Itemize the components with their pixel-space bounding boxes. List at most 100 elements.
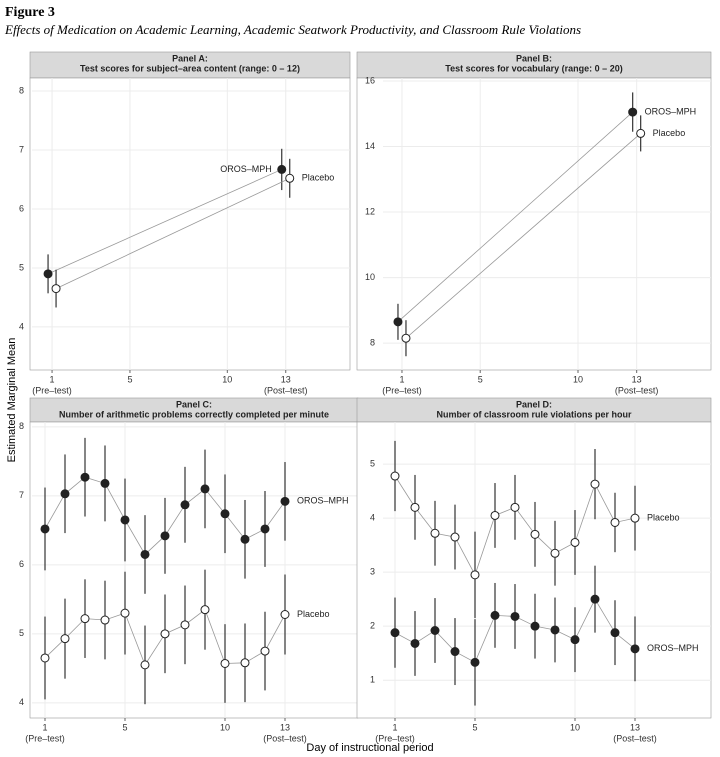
- point: [510, 611, 520, 621]
- point: [43, 269, 53, 279]
- figure-label: Figure 3: [5, 5, 55, 20]
- point: [240, 658, 250, 668]
- x-tick-label: 5: [127, 374, 132, 384]
- panel-label: Panel B:: [516, 53, 552, 63]
- point: [450, 532, 460, 542]
- point: [200, 484, 210, 494]
- y-tick-label: 4: [370, 513, 375, 523]
- x-tick-label: 1: [399, 374, 404, 384]
- point: [180, 500, 190, 510]
- series-label: Placebo: [297, 609, 330, 619]
- y-tick-label: 7: [19, 144, 24, 154]
- y-tick-label: 7: [19, 490, 24, 500]
- x-axis-label: Day of instructional period: [306, 742, 433, 754]
- point: [550, 625, 560, 635]
- point: [100, 478, 110, 488]
- y-tick-label: 6: [19, 203, 24, 213]
- point: [277, 164, 287, 174]
- series-label: OROS–MPH: [647, 643, 699, 653]
- y-tick-label: 8: [19, 421, 24, 431]
- y-tick-label: 5: [19, 262, 24, 272]
- point: [280, 610, 290, 620]
- point: [610, 628, 620, 638]
- x-tick-note: (Post–test): [263, 733, 307, 743]
- y-tick-label: 3: [370, 567, 375, 577]
- point: [60, 634, 70, 644]
- y-tick-label: 16: [365, 75, 375, 85]
- point: [590, 479, 600, 489]
- x-tick-note: (Post–test): [613, 733, 657, 743]
- panel-label: Panel A:: [172, 53, 208, 63]
- y-tick-label: 5: [19, 628, 24, 638]
- point: [393, 317, 403, 327]
- plot-frame: [29, 421, 359, 719]
- x-tick-label: 10: [573, 374, 583, 384]
- point: [630, 644, 640, 654]
- panel-label: Panel D:: [516, 399, 552, 409]
- point: [510, 502, 520, 512]
- y-tick-label: 14: [365, 141, 375, 151]
- panel-strip: [356, 51, 712, 79]
- point: [470, 570, 480, 580]
- x-tick-label: 5: [478, 374, 483, 384]
- point: [390, 471, 400, 481]
- x-tick-label: 10: [220, 722, 230, 732]
- x-tick-note: (Post–test): [264, 385, 308, 395]
- panel-strip: [356, 397, 712, 423]
- series-label: OROS–MPH: [220, 164, 272, 174]
- series-line: [397, 111, 633, 323]
- y-tick-label: 12: [365, 206, 375, 216]
- y-tick-label: 8: [370, 338, 375, 348]
- point: [140, 660, 150, 670]
- point: [160, 629, 170, 639]
- point: [260, 524, 270, 534]
- point: [530, 529, 540, 539]
- point: [450, 647, 460, 657]
- panel-strip: [29, 397, 359, 423]
- point: [630, 513, 640, 523]
- x-tick-note: (Pre–test): [382, 385, 422, 395]
- point: [40, 653, 50, 663]
- point: [636, 128, 646, 138]
- point: [430, 625, 440, 635]
- panel-title: Test scores for subject–area content (ra…: [80, 63, 300, 73]
- y-tick-label: 5: [370, 459, 375, 469]
- panel-title: Test scores for vocabulary (range: 0 – 2…: [445, 63, 622, 73]
- point: [180, 620, 190, 630]
- point: [490, 510, 500, 520]
- series-label: Placebo: [653, 128, 686, 138]
- y-tick-label: 1: [370, 675, 375, 685]
- x-tick-note: (Pre–test): [25, 733, 65, 743]
- x-tick-label: 13: [281, 374, 291, 384]
- point: [220, 509, 230, 519]
- point: [430, 528, 440, 538]
- series-label: OROS–MPH: [645, 106, 697, 116]
- point: [628, 107, 638, 117]
- point: [240, 534, 250, 544]
- plot-frame: [356, 421, 712, 719]
- point: [140, 549, 150, 559]
- x-tick-note: (Post–test): [615, 385, 659, 395]
- x-tick-label: 13: [632, 374, 642, 384]
- x-tick-note: (Pre–test): [32, 385, 72, 395]
- point: [610, 517, 620, 527]
- point: [285, 173, 295, 183]
- panel-title: Number of classroom rule violations per …: [436, 409, 632, 419]
- panel-label: Panel C:: [176, 399, 212, 409]
- figure-caption: Effects of Medication on Academic Learni…: [4, 22, 581, 37]
- series-label: Placebo: [302, 173, 335, 183]
- point: [470, 657, 480, 667]
- point: [200, 605, 210, 615]
- panel-title: Number of arithmetic problems correctly …: [59, 409, 329, 419]
- point: [550, 548, 560, 558]
- point: [280, 496, 290, 506]
- point: [410, 638, 420, 648]
- point: [530, 621, 540, 631]
- series-label: Placebo: [647, 513, 680, 523]
- plot-frame: [29, 77, 351, 371]
- point: [260, 646, 270, 656]
- point: [40, 524, 50, 534]
- series-line: [405, 133, 641, 339]
